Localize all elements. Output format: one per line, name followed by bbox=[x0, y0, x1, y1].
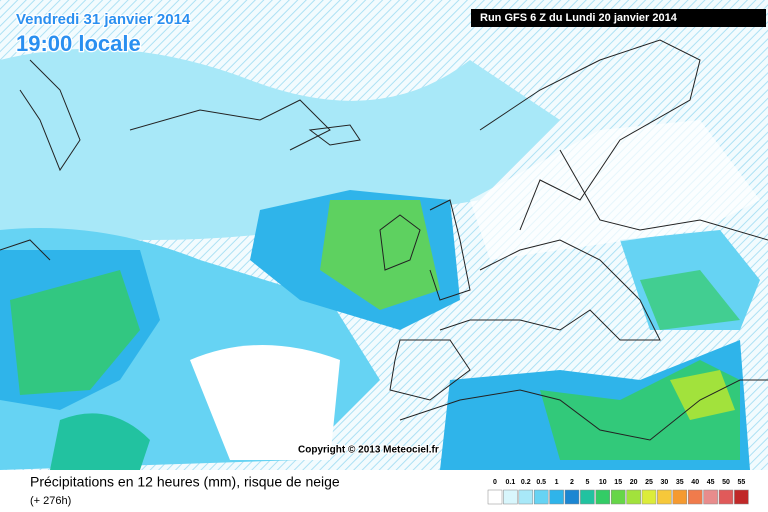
legend-swatch bbox=[580, 489, 595, 505]
legend-tick-label: 15 bbox=[614, 479, 622, 486]
footer-lead: (+ 276h) bbox=[30, 495, 71, 507]
legend-swatch bbox=[518, 489, 534, 505]
run-box bbox=[471, 9, 766, 27]
legend-swatch bbox=[626, 489, 641, 505]
legend-swatch bbox=[734, 489, 749, 505]
legend-swatch bbox=[703, 489, 718, 505]
legend-swatch bbox=[641, 489, 657, 505]
legend-tick-label: 40 bbox=[691, 479, 699, 486]
coastlines bbox=[0, 39, 768, 441]
legend-tick-label: 0 bbox=[493, 479, 497, 486]
date-label: Vendredi 31 janvier 2014 bbox=[16, 11, 191, 28]
run-label: Run GFS 6 Z du Lundi 20 janvier 2014 bbox=[480, 12, 678, 24]
legend-swatch bbox=[503, 489, 518, 505]
footer-title: Précipitations en 12 heures (mm), risque… bbox=[30, 474, 340, 490]
legend-tick-label: 10 bbox=[599, 479, 607, 486]
legend-tick-label: 1 bbox=[555, 479, 559, 486]
precipitation-field bbox=[0, 0, 768, 470]
legend-tick-label: 0.2 bbox=[521, 479, 531, 486]
legend-tick-label: 0.1 bbox=[506, 479, 516, 486]
time-label: 19:00 locale bbox=[16, 31, 141, 56]
legend-swatch bbox=[718, 489, 734, 505]
legend-swatch bbox=[564, 489, 580, 505]
legend-tick-label: 45 bbox=[707, 479, 715, 486]
legend-tick-label: 55 bbox=[738, 479, 746, 486]
legend-swatch bbox=[672, 489, 688, 505]
legend-tick-label: 2 bbox=[570, 479, 574, 486]
legend-swatch bbox=[533, 489, 549, 505]
legend-swatch bbox=[610, 489, 626, 505]
legend-swatch bbox=[687, 489, 703, 505]
legend-tick-label: 30 bbox=[661, 479, 669, 486]
legend-swatch bbox=[657, 489, 672, 505]
legend: 0 0.1 0.2 0.5 1 2 5 10 15 20 25 30 35 40 45 50 55 bbox=[487, 479, 749, 505]
legend-tick-label: 50 bbox=[722, 479, 730, 486]
legend-tick-label: 35 bbox=[676, 479, 684, 486]
legend-swatch bbox=[549, 489, 564, 505]
legend-tick-label: 0.5 bbox=[536, 479, 546, 486]
legend-tick-label: 5 bbox=[585, 479, 589, 486]
legend-swatch bbox=[595, 489, 611, 505]
copyright: Copyright © 2013 Meteociel.fr bbox=[298, 445, 439, 456]
legend-tick-label: 25 bbox=[645, 479, 653, 486]
legend-tick-label: 20 bbox=[630, 479, 638, 486]
legend-swatch bbox=[487, 489, 503, 505]
